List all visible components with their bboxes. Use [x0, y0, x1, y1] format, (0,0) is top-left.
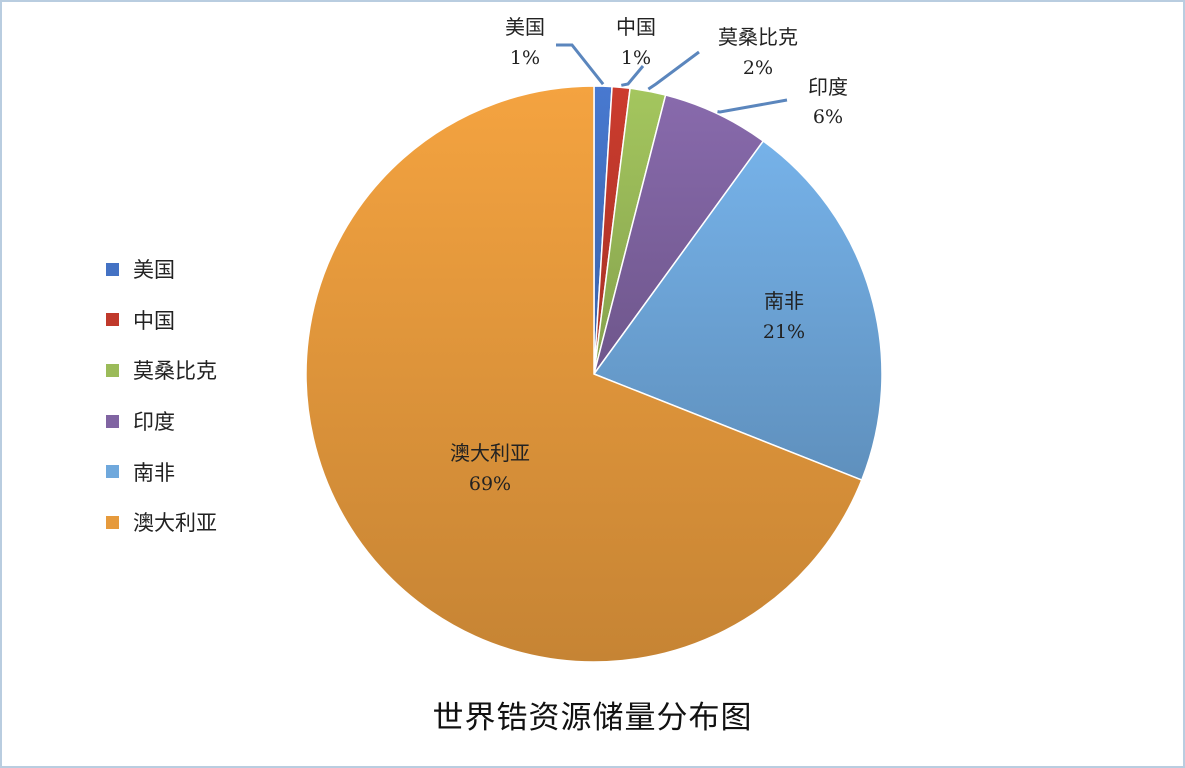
- leader-line-1: [556, 43, 605, 86]
- slice-percent-label-6: 69%: [469, 473, 511, 495]
- slice-percent-label-5: 21%: [763, 321, 805, 343]
- legend: 美国中国莫桑比克印度南非澳大利亚: [106, 244, 306, 548]
- legend-label-2: 中国: [133, 308, 175, 333]
- chart-title: 世界锆资源储量分布图: [432, 700, 753, 736]
- legend-swatch-5: [106, 465, 119, 479]
- legend-item-6: 澳大利亚: [106, 497, 306, 548]
- slice-percent-label-4: 6%: [813, 106, 843, 128]
- pie-slice-6: [305, 85, 863, 663]
- slice-name-label-1: 美国: [505, 15, 545, 39]
- pie-slices: [305, 85, 883, 663]
- pie-slice-5: [592, 139, 883, 481]
- legend-item-2: 中国: [106, 295, 306, 346]
- slice-percent-label-2: 1%: [621, 47, 651, 69]
- leader-lines: [556, 43, 788, 114]
- legend-swatch-1: [106, 262, 119, 276]
- slice-labels: 美国 1% 中国 1% 莫桑比克 2% 印度 6% 南非 21% 澳大利亚 69%: [450, 15, 848, 495]
- legend-swatch-6: [106, 515, 119, 529]
- legend-item-3: 莫桑比克: [106, 345, 306, 396]
- legend-swatch-2: [106, 313, 119, 327]
- slice-percent-label-1: 1%: [510, 47, 540, 69]
- slice-name-label-5: 南非: [764, 289, 804, 313]
- slice-name-label-4: 印度: [808, 75, 848, 99]
- legend-label-5: 南非: [133, 460, 175, 485]
- legend-swatch-4: [106, 414, 119, 428]
- legend-item-1: 美国: [106, 244, 306, 295]
- legend-label-3: 莫桑比克: [133, 359, 217, 384]
- slice-name-label-6: 澳大利亚: [450, 441, 530, 465]
- slice-name-label-3: 莫桑比克: [718, 25, 798, 49]
- legend-label-6: 澳大利亚: [133, 511, 217, 536]
- leader-line-3: [647, 50, 700, 91]
- legend-swatch-3: [106, 363, 119, 377]
- leader-line-2: [621, 65, 645, 87]
- slice-percent-label-3: 2%: [743, 57, 773, 79]
- legend-item-5: 南非: [106, 446, 306, 497]
- slice-name-label-2: 中国: [616, 15, 656, 39]
- leader-line-4: [717, 98, 788, 114]
- legend-item-4: 印度: [106, 396, 306, 447]
- legend-label-4: 印度: [133, 410, 175, 435]
- legend-label-1: 美国: [133, 258, 175, 283]
